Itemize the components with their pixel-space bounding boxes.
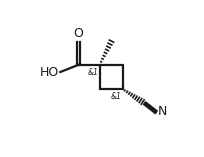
Text: O: O (73, 27, 83, 40)
Text: &1: &1 (110, 92, 121, 101)
Text: &1: &1 (87, 68, 98, 77)
Text: N: N (157, 105, 166, 118)
Text: HO: HO (40, 65, 59, 78)
